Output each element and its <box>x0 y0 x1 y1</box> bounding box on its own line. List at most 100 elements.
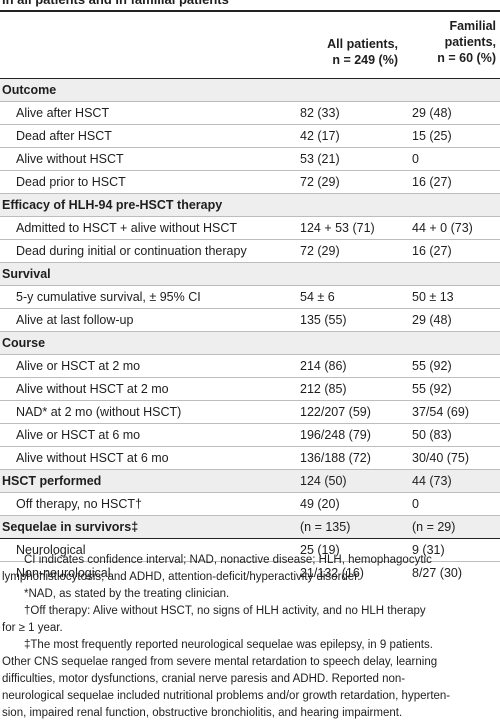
table-top-rule <box>0 10 500 12</box>
footnote-line: neurological sequelae included nutrition… <box>2 690 451 702</box>
familial-patients-value: 30/40 (75) <box>412 451 469 465</box>
footnote-line: Other CNS sequelae ranged from severe me… <box>2 656 438 668</box>
row-label: Alive at last follow-up <box>16 313 134 327</box>
familial-patients-value: 8/27 (30) <box>412 566 463 580</box>
table-row: Alive at last follow-up 135 (55) 29 (48) <box>0 309 500 332</box>
table-row: 5-y cumulative survival, ± 95% CI 54 ± 6 5… <box>0 286 500 309</box>
table-row: Dead prior to HSCT 72 (29) 16 (27) <box>0 171 500 194</box>
table-bottom-rule <box>0 538 500 539</box>
row-label: Alive without HSCT at 2 mo <box>16 382 169 396</box>
all-patients-value: 54 ± 6 <box>300 290 335 304</box>
row-label: Alive or HSCT at 6 mo <box>16 428 141 442</box>
footnote-line: difficulties, motor dysfunctions, crania… <box>2 673 406 685</box>
table-row: Alive or HSCT at 6 mo 196/248 (79) 50 (83) <box>0 424 500 447</box>
table-row: Dead after HSCT 42 (17) 15 (25) <box>0 125 500 148</box>
row-divider <box>0 124 500 125</box>
section-header-row: Sequelae in survivors‡ (n = 135) (n = 29) <box>0 516 500 539</box>
familial-patients-value: 29 (48) <box>412 313 452 327</box>
section-header-row: Course <box>0 332 500 355</box>
all-patients-value: 82 (33) <box>300 106 340 120</box>
familial-patients-value: 50 ± 13 <box>412 290 454 304</box>
row-divider <box>0 239 500 240</box>
section-header-row: HSCT performed 124 (50) 44 (73) <box>0 470 500 493</box>
row-label: NAD* at 2 mo (without HSCT) <box>16 405 182 419</box>
all-patients-value: (n = 135) <box>300 520 351 534</box>
all-patients-value: 72 (29) <box>300 244 340 258</box>
row-divider <box>0 216 500 217</box>
table-row: Admitted to HSCT + alive without HSCT 124… <box>0 217 500 240</box>
row-label: 5-y cumulative survival, ± 95% CI <box>16 290 201 304</box>
row-divider <box>0 308 500 309</box>
row-label: Course <box>2 336 46 350</box>
footnote-line: †Off therapy: Alive without HSCT, no sig… <box>24 605 426 617</box>
row-label: Alive without HSCT <box>16 152 124 166</box>
familial-patients-value: 16 (27) <box>412 175 452 189</box>
row-divider <box>0 492 500 493</box>
row-label: Admitted to HSCT + alive without HSCT <box>16 221 238 235</box>
row-divider <box>0 262 500 263</box>
all-patients-value: 25 (19) <box>300 543 340 557</box>
row-label: Neurological <box>16 543 86 557</box>
familial-patients-value: 44 + 0 (73) <box>412 221 473 235</box>
row-divider <box>0 515 500 516</box>
row-divider <box>0 469 500 470</box>
row-label: Alive after HSCT <box>16 106 110 120</box>
all-patients-value: 21/132 (16) <box>300 566 364 580</box>
footnote: †Off therapy: Alive without HSCT, no sig… <box>2 603 498 637</box>
row-label: Off therapy, no HSCT† <box>16 497 142 511</box>
table-row: Alive without HSCT 53 (21) 0 <box>0 148 500 171</box>
familial-patients-value: 44 (73) <box>412 474 452 488</box>
row-divider <box>0 101 500 102</box>
table-row: Off therapy, no HSCT† 49 (20) 0 <box>0 493 500 516</box>
row-label: Alive or HSCT at 2 mo <box>16 359 141 373</box>
table-row: NAD* at 2 mo (without HSCT) 122/207 (59) 3… <box>0 401 500 424</box>
familial-patients-value: 55 (92) <box>412 382 452 396</box>
footnote: *NAD, as stated by the treating clinicia… <box>2 586 498 603</box>
row-divider <box>0 377 500 378</box>
familial-patients-value: 55 (92) <box>412 359 452 373</box>
row-label: HSCT performed <box>2 474 102 488</box>
footnote-line: ‡The most frequently reported neurologic… <box>24 639 433 651</box>
all-patients-value: 53 (21) <box>300 152 340 166</box>
row-divider <box>0 446 500 447</box>
footnote-line: sion, impaired renal function, obstructi… <box>2 707 403 719</box>
column-header-all-patients: All patients, n = 249 (%) <box>327 37 398 67</box>
table-row: Dead during initial or continuation ther… <box>0 240 500 263</box>
familial-patients-value: 9 (31) <box>412 543 445 557</box>
familial-patients-value: 16 (27) <box>412 244 452 258</box>
header-rule <box>0 78 500 79</box>
table-row: Non-neurological 21/132 (16) 8/27 (30) <box>0 562 500 585</box>
table-caption: in all patients and in familial patients <box>2 0 498 9</box>
familial-patients-value: 29 (48) <box>412 106 452 120</box>
section-header-row: Outcome <box>0 79 500 102</box>
row-divider <box>0 354 500 355</box>
table-row: Alive without HSCT at 2 mo 212 (85) 55 (92… <box>0 378 500 401</box>
row-label: Dead during initial or continuation ther… <box>16 244 247 258</box>
row-label: Dead after HSCT <box>16 129 112 143</box>
row-divider <box>0 170 500 171</box>
row-label: Dead prior to HSCT <box>16 175 126 189</box>
all-patients-value: 196/248 (79) <box>300 428 371 442</box>
row-divider <box>0 400 500 401</box>
all-patients-value: 214 (86) <box>300 359 347 373</box>
row-divider <box>0 147 500 148</box>
row-label: Outcome <box>2 83 57 97</box>
familial-patients-value: 37/54 (69) <box>412 405 469 419</box>
row-divider <box>0 331 500 332</box>
footnote-line: lymphohistiocytosis; and ADHD, attention… <box>2 571 361 583</box>
row-divider <box>0 423 500 424</box>
table-row: Alive or HSCT at 2 mo 214 (86) 55 (92) <box>0 355 500 378</box>
familial-patients-value: 0 <box>412 152 419 166</box>
section-header-row: Survival <box>0 263 500 286</box>
familial-patients-value: (n = 29) <box>412 520 456 534</box>
all-patients-value: 135 (55) <box>300 313 347 327</box>
footnote: ‡The most frequently reported neurologic… <box>2 637 498 722</box>
familial-patients-value: 15 (25) <box>412 129 452 143</box>
row-label: Non-neurological <box>16 566 111 580</box>
all-patients-value: 42 (17) <box>300 129 340 143</box>
all-patients-value: 136/188 (72) <box>300 451 371 465</box>
row-divider <box>0 193 500 194</box>
familial-patients-value: 50 (83) <box>412 428 452 442</box>
table-row: Alive after HSCT 82 (33) 29 (48) <box>0 102 500 125</box>
